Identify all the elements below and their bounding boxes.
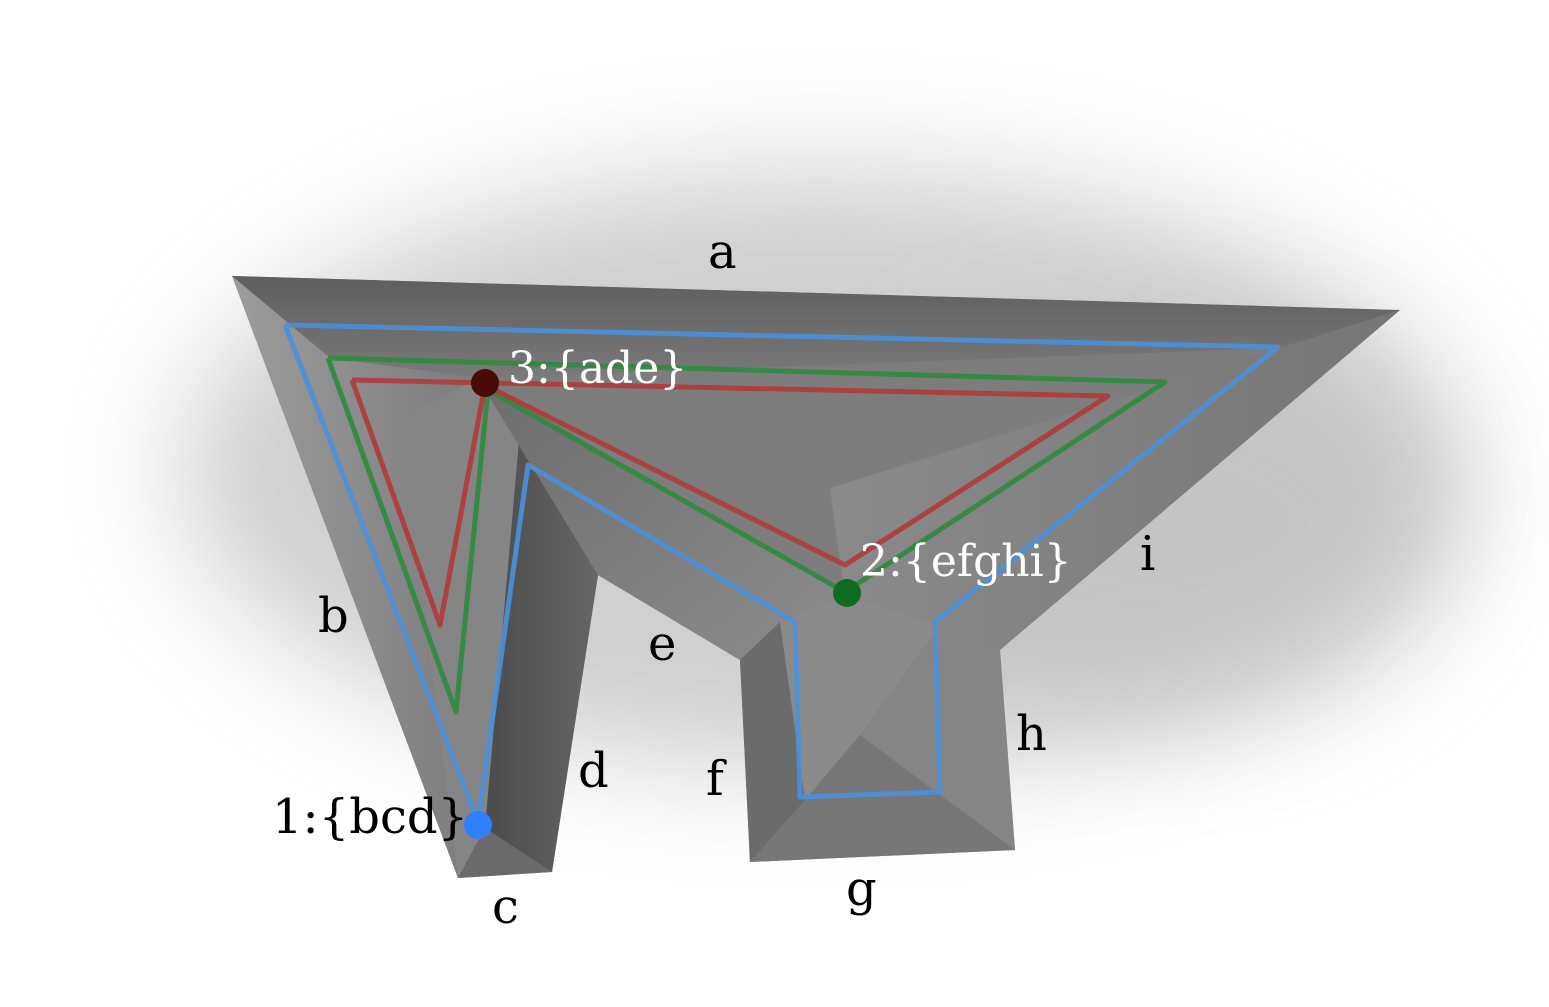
facet-g [750, 735, 1015, 862]
facet-c [458, 828, 552, 878]
facet-d [478, 378, 598, 872]
vertex-2-label: 2:{efghi} [860, 536, 1072, 587]
edge-label-a: a [708, 224, 737, 280]
facet-leg-center [780, 595, 940, 800]
edge-label-f: f [706, 751, 727, 807]
facet-f [740, 622, 805, 862]
roof-facets [232, 276, 1400, 878]
vertex-2-dot[interactable] [833, 579, 861, 607]
vertex-1-dot[interactable] [464, 811, 492, 839]
vertex-1-label: 1:{bcd} [272, 789, 468, 845]
facet-a [232, 276, 1400, 378]
green-offset-contour [325, 355, 1168, 715]
edge-label-b: b [318, 588, 349, 644]
facet-e [478, 378, 845, 660]
facet-b [232, 276, 478, 878]
edge-label-c: c [492, 879, 519, 935]
blue-offset-contour [282, 322, 1281, 825]
edge-label-g: g [846, 861, 877, 917]
facet-center [478, 348, 1280, 595]
edge-label-h: h [1016, 706, 1047, 762]
vertex-3-dot[interactable] [471, 369, 499, 397]
red-offset-contour [349, 377, 1111, 628]
vertex-3-label: 3:{ade} [508, 343, 687, 394]
edge-label-e: e [648, 616, 676, 672]
edge-label-i: i [1140, 526, 1155, 582]
edge-label-d: d [578, 743, 609, 799]
